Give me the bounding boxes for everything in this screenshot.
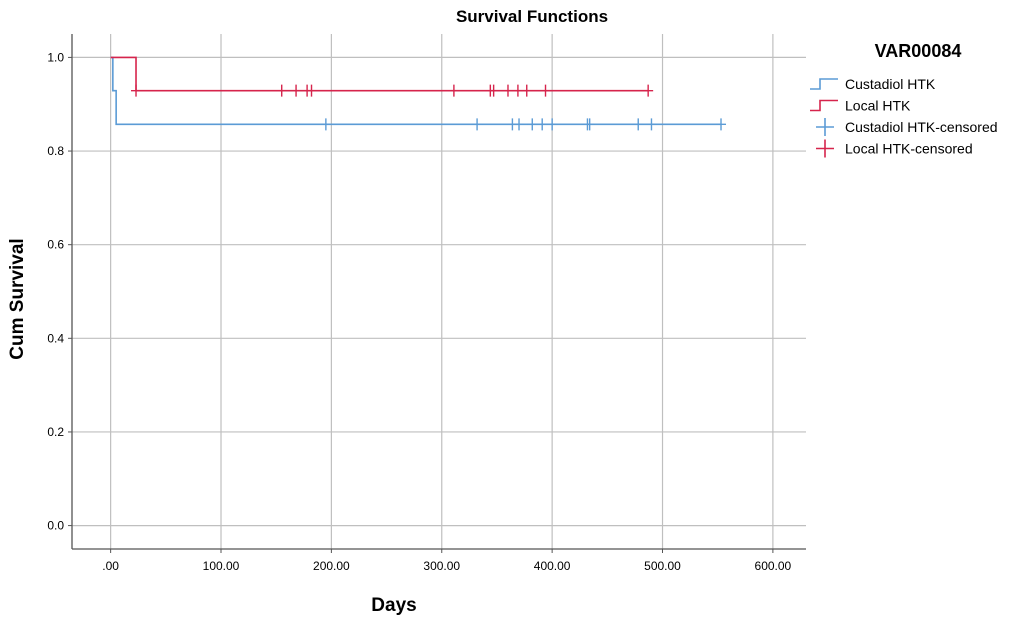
- censor-marker: [537, 118, 548, 131]
- x-axis-title: Days: [371, 595, 416, 616]
- legend-swatch-step: [810, 99, 838, 112]
- censor-marker: [131, 84, 142, 97]
- legend-swatch-step: [810, 78, 838, 90]
- censor-marker: [488, 84, 499, 97]
- censor-marker: [306, 84, 317, 97]
- x-tick-label: 200.00: [313, 559, 350, 573]
- censor-marker: [643, 84, 654, 97]
- y-tick-label: 0.0: [47, 519, 64, 533]
- legend-label: Custadiol HTK-censored: [845, 119, 998, 135]
- censor-markers: [131, 84, 727, 131]
- censor-marker: [521, 84, 532, 97]
- y-tick-label: 0.6: [47, 238, 64, 252]
- censor-marker: [512, 84, 523, 97]
- censor-marker: [320, 118, 331, 131]
- x-tick-label: .00: [102, 559, 119, 573]
- y-tick-label: 1.0: [47, 50, 64, 64]
- legend-label: Custadiol HTK: [845, 76, 936, 92]
- censor-marker: [472, 118, 483, 131]
- censor-marker: [514, 118, 525, 131]
- censor-marker: [502, 84, 513, 97]
- legend-label: Local HTK: [845, 98, 911, 114]
- legend-title: VAR00084: [875, 41, 962, 61]
- legend-items: Custadiol HTK Local HTK Custadiol HTK-cens…: [810, 76, 998, 158]
- x-tick-label: 500.00: [644, 559, 681, 573]
- censor-marker: [276, 84, 287, 97]
- y-tick-label: 0.2: [47, 425, 64, 439]
- tick-labels: .00 100.00 200.00 300.00 400.00 500.00 600.00 0…: [47, 50, 791, 573]
- censor-marker: [584, 118, 595, 131]
- survival-curves: [110, 56, 722, 126]
- x-tick-label: 600.00: [755, 559, 792, 573]
- censor-marker: [716, 118, 727, 131]
- x-tick-label: 400.00: [534, 559, 571, 573]
- legend-label: Local HTK-censored: [845, 141, 973, 157]
- series-line-local-htk: [110, 56, 649, 92]
- plot-axes: [68, 34, 806, 553]
- chart-title: Survival Functions: [456, 7, 608, 26]
- legend-swatch-cross: [816, 139, 834, 158]
- censor-marker: [540, 84, 551, 97]
- x-tick-label: 300.00: [423, 559, 460, 573]
- censor-marker: [646, 118, 657, 131]
- y-tick-label: 0.4: [47, 331, 64, 345]
- legend-swatch-cross: [816, 118, 834, 136]
- x-tick-label: 100.00: [203, 559, 240, 573]
- grid-lines: [72, 34, 806, 549]
- y-tick-label: 0.8: [47, 144, 64, 158]
- censor-marker: [448, 84, 459, 97]
- censor-marker: [527, 118, 538, 131]
- censor-marker: [547, 118, 558, 131]
- censor-marker: [291, 84, 302, 97]
- y-axis-title: Cum Survival: [7, 238, 28, 359]
- censor-marker: [633, 118, 644, 131]
